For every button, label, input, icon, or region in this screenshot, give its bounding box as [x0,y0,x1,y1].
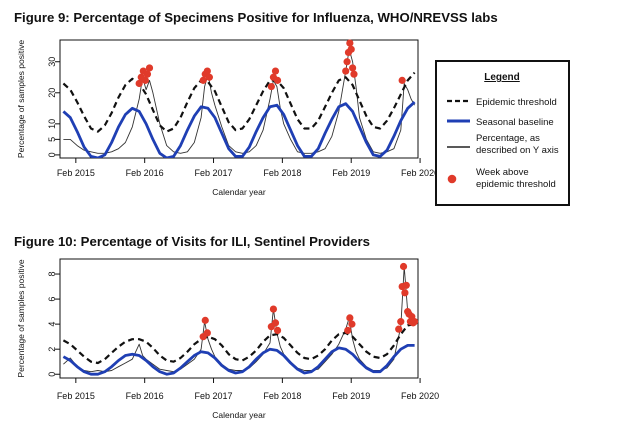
epidemic-week-point [348,320,356,328]
y-axis-label: Percentage of samples positive [16,40,26,158]
epidemic-week-point [346,39,354,47]
figure-9-title: Figure 9: Percentage of Specimens Positi… [14,10,498,25]
legend-highlight-label-2: epidemic threshold [476,179,556,190]
epidemic-week-point [399,262,408,271]
epidemic-week-point [410,318,419,326]
y-tick-label: 4 [47,322,57,327]
y-tick-label: 10 [47,119,57,129]
epidemic-week-point [398,76,406,84]
legend-title: Legend [484,72,520,83]
observed-line [63,266,415,373]
epidemic-week-point [135,79,143,88]
legend-observed-label-2: described on Y axis [476,145,559,156]
epidemic-week-point [271,319,280,327]
y-tick-label: 0 [47,152,57,157]
legend-highlight-swatch [447,174,457,184]
epidemic-week-point [143,70,152,78]
epidemic-week-point [395,325,403,333]
epidemic-week-point [267,82,275,91]
epidemic-week-point [402,281,410,289]
x-tick-label: Feb 2020 [401,391,439,401]
baseline-line [62,344,415,376]
epidemic-week-point [342,67,350,75]
epidemic-week-point [343,58,351,66]
x-tick-label: Feb 2017 [195,391,233,401]
epidemic-week-point [344,326,352,334]
epidemic-week-point [203,329,211,337]
figure-10-title: Figure 10: Percentage of Visits for ILI,… [14,234,370,249]
chart-figure-9: 0 5 10 20 30 Feb 2015 Feb 2016 Feb 2017 Feb 2018… [16,39,439,197]
x-axis-label: Calendar year [212,187,266,197]
epidemic-week-point [397,318,405,326]
x-tick-label: Feb 2018 [263,168,301,178]
epidemic-week-point [199,76,207,84]
x-tick-label: Feb 2020 [401,168,439,178]
x-tick-label: Feb 2017 [195,168,233,178]
epidemic-week-point [346,314,354,322]
epidemic-week-point [141,76,149,84]
baseline-line [62,101,416,158]
y-tick-label: 0 [47,372,57,377]
epidemic-week-point [145,64,154,72]
x-tick-label: Feb 2015 [57,391,95,401]
observed-line [63,48,415,154]
legend-threshold-label: Epidemic threshold [476,97,557,108]
y-tick-label: 8 [47,272,57,277]
x-tick-label: Feb 2019 [332,391,370,401]
x-tick-label: Feb 2019 [332,168,370,178]
epidemic-week-point [273,76,282,84]
epidemic-week-point [347,45,355,53]
epidemic-week-point [205,73,213,81]
legend-observed-label-1: Percentage, as [476,133,540,144]
epidemic-week-point [203,67,211,75]
y-axis-label: Percentage of samples positive [16,259,26,377]
epidemic-week-point [201,316,209,324]
legend-box: Legend Epidemic threshold Seasonal basel… [435,60,570,206]
y-tick-label: 2 [47,347,57,352]
plot-area [62,266,415,376]
x-tick-label: Feb 2018 [263,391,301,401]
chart-figure-10: 0 2 4 6 8 Feb 2015 Feb 2016 Feb 2017 Feb 2018 Feb… [16,258,439,420]
x-tick-label: Feb 2015 [57,168,95,178]
x-axis-label: Calendar year [212,410,266,420]
legend-highlight-label-1: Week above [476,167,529,178]
plot-frame [59,39,419,159]
y-tick-label: 5 [47,137,57,142]
epidemic-week-point [350,70,358,78]
epidemic-week-point [271,67,280,75]
epidemic-week-point [348,64,357,72]
y-tick-label: 6 [47,297,57,302]
epidemic-week-point [273,326,282,334]
threshold-line [62,323,415,365]
y-tick-label: 30 [47,57,57,67]
x-tick-label: Feb 2016 [126,391,164,401]
y-tick-label: 20 [47,88,57,98]
epidemic-week-point [269,305,278,313]
epidemic-week-point [401,289,409,297]
legend-baseline-label: Seasonal baseline [476,117,554,128]
threshold-line [62,71,416,133]
plot-area [62,48,416,158]
x-tick-label: Feb 2016 [126,168,164,178]
legend-border [435,60,570,206]
plot-frame [59,258,419,379]
